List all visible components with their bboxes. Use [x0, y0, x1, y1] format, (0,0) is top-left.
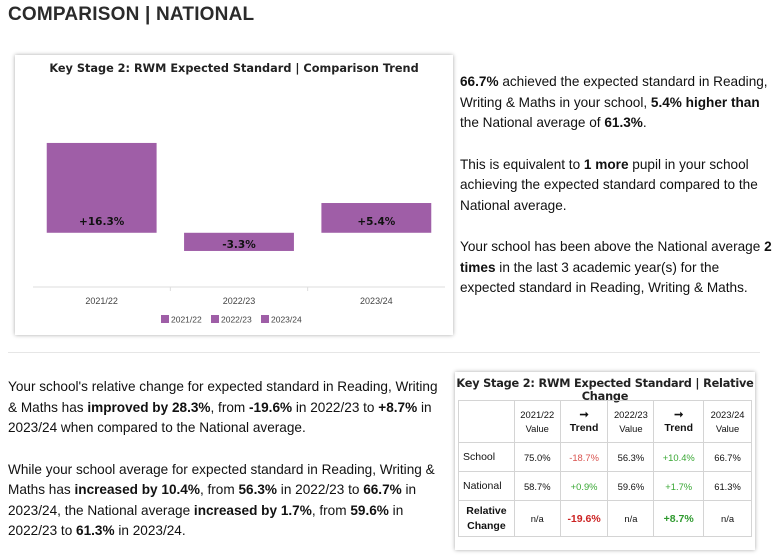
relative-change-table: 2021/22 Value ➞ Trend 2022/23 Value ➞ Trend … [458, 400, 752, 537]
table-cell: 66.7% [703, 442, 752, 472]
x-tick-label: 2021/22 [85, 296, 118, 306]
chart-x-ticks: 2021/22 2022/23 2023/24 [85, 296, 392, 306]
table-cell: n/a [607, 500, 655, 537]
pupil-count: 1 more [583, 156, 629, 172]
summary-paragraph: Your school has been above the National … [460, 239, 772, 295]
chart-canvas: Key Stage 2: RWM Expected Standard | Com… [33, 62, 445, 325]
relative-change-summary: Your school's relative change for expect… [8, 377, 448, 557]
legend-entry: 2023/24 [271, 315, 302, 325]
bar-2022-23 [184, 232, 294, 251]
comparison-summary: 66.7% achieved the expected standard in … [460, 72, 772, 320]
chart-legend: 2021/22 2022/23 2023/24 [161, 315, 302, 325]
trend-cell: -18.7% [559, 442, 609, 472]
legend-swatch [211, 315, 219, 323]
row-label: National [458, 471, 515, 501]
trend-cell: +10.4% [653, 442, 705, 472]
bar-2021-22 [46, 142, 157, 233]
chart-title: Key Stage 2: RWM Expected Standard | Com… [49, 62, 418, 75]
header-trend: ➞ Trend [559, 400, 609, 443]
chart-gridlines [33, 286, 445, 291]
table-cell: n/a [703, 500, 752, 537]
table-row-school: School 75.0% -18.7% 56.3% +10.4% 66.7% [458, 442, 752, 472]
change-paragraph: While your school average for expected s… [8, 461, 435, 539]
header-2022-23: 2022/23 Value [607, 400, 655, 443]
chart-bars [46, 142, 432, 251]
row-label: Relative Change [458, 500, 515, 537]
header-trend: ➞ Trend [653, 400, 705, 443]
table-cell: 56.3% [607, 442, 655, 472]
table-cell: 58.7% [513, 471, 561, 501]
bar-2023-24 [321, 203, 432, 233]
data-label: +5.4% [357, 216, 395, 228]
arrow-right-icon: ➞ [579, 408, 589, 421]
header-2021-22: 2021/22 Value [513, 400, 561, 443]
x-tick-label: 2023/24 [360, 296, 393, 306]
header-2023-24: 2023/24 Value [703, 400, 752, 443]
table-cell: 59.6% [607, 471, 655, 501]
change-paragraph: Your school's relative change for expect… [8, 379, 438, 435]
legend-entry: 2021/22 [171, 315, 202, 325]
table-header-row: 2021/22 Value ➞ Trend 2022/23 Value ➞ Trend … [458, 400, 752, 443]
header-corner [458, 400, 515, 443]
table-title: Key Stage 2: RWM Expected Standard | Rel… [456, 377, 754, 403]
difference-value: 5.4% higher than [650, 94, 760, 110]
data-label: +16.3% [79, 216, 125, 228]
table-row-national: National 58.7% +0.9% 59.6% +1.7% 61.3% [458, 471, 752, 501]
table-cell: 75.0% [513, 442, 561, 472]
arrow-right-icon: ➞ [674, 408, 684, 421]
legend-swatch [161, 315, 169, 323]
row-label: School [458, 442, 515, 472]
table-cell: n/a [513, 500, 561, 537]
school-percentage: 66.7% [460, 74, 499, 89]
legend-swatch [261, 315, 269, 323]
trend-cell: +8.7% [653, 500, 705, 537]
chart-data-labels: +16.3% -3.3% +5.4% [79, 216, 396, 251]
legend-entry: 2022/23 [221, 315, 252, 325]
trend-cell: +0.9% [559, 471, 609, 501]
summary-paragraph: This is equivalent to 1 more pupil in yo… [460, 156, 758, 213]
table-cell: 61.3% [703, 471, 752, 501]
table-row-relative-change: Relative Change n/a -19.6% n/a +8.7% n/a [458, 500, 752, 537]
trend-cell: -19.6% [559, 500, 609, 537]
summary-paragraph: 66.7% achieved the expected standard in … [460, 74, 768, 130]
times-above-count: 2 times [460, 239, 772, 275]
x-tick-label: 2022/23 [223, 296, 256, 306]
section-divider [8, 352, 760, 353]
page-title: COMPARISON | NATIONAL [8, 4, 255, 25]
data-label: -3.3% [222, 239, 256, 251]
comparison-trend-chart: Key Stage 2: RWM Expected Standard | Com… [15, 55, 453, 335]
trend-cell: +1.7% [653, 471, 705, 501]
relative-change-table-card: Key Stage 2: RWM Expected Standard | Rel… [455, 372, 755, 550]
national-percentage: 61.3% [604, 115, 643, 130]
